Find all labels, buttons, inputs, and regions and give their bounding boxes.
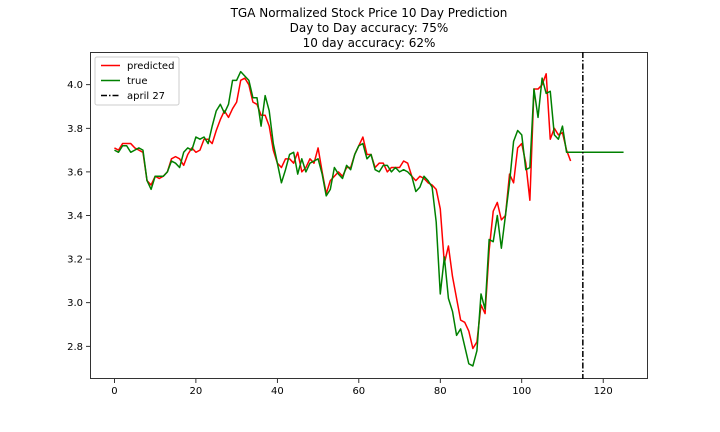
legend-box xyxy=(94,56,180,106)
chart-title-line-1: TGA Normalized Stock Price 10 Day Predic… xyxy=(230,6,508,20)
axes: 0 20 40 60 80 100 120 2.8 3.0 3.2 3.4 3.6 3.8 4.0 xyxy=(67,52,648,397)
series-lines xyxy=(114,52,624,379)
chart-title-line-2: Day to Day accuracy: 75% xyxy=(290,21,449,35)
x-tick-label: 100 xyxy=(512,386,531,397)
y-tick-label: 3.6 xyxy=(67,167,83,178)
axes-frame xyxy=(90,52,648,379)
x-tick-label: 40 xyxy=(271,386,284,397)
x-tick-label: 0 xyxy=(111,386,117,397)
x-tick-label: 80 xyxy=(434,386,447,397)
y-tick-label: 3.8 xyxy=(67,124,83,135)
y-tick-label: 3.0 xyxy=(67,298,83,309)
legend-label-true: true xyxy=(127,76,148,87)
chart-title-line-3: 10 day accuracy: 62% xyxy=(303,36,436,50)
y-tick-label: 3.2 xyxy=(67,255,83,266)
y-tick-label: 4.0 xyxy=(67,80,83,91)
legend: predicted true april 27 xyxy=(94,56,180,106)
series-line-true xyxy=(114,70,624,367)
y-tick-label: 3.4 xyxy=(67,211,83,222)
y-tick-label: 2.8 xyxy=(67,342,83,353)
legend-label-predicted: predicted xyxy=(127,61,174,72)
x-tick-label: 60 xyxy=(352,386,365,397)
plot-area xyxy=(114,52,624,379)
x-tick-label: 120 xyxy=(594,386,613,397)
legend-label-april-27: april 27 xyxy=(127,91,165,102)
x-tick-label: 20 xyxy=(190,386,203,397)
